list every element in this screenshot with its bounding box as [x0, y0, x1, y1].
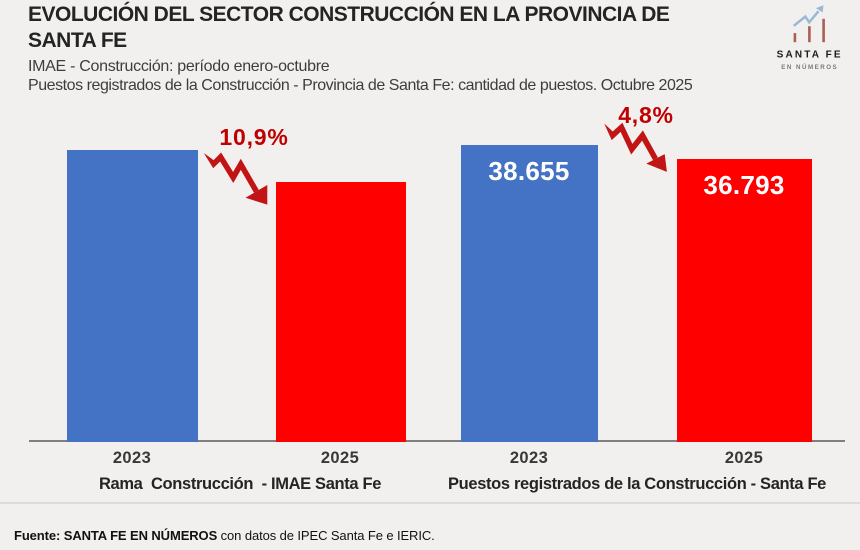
- svg-text:SANTA FE: SANTA FE: [777, 49, 843, 60]
- svg-text:EN NÚMEROS: EN NÚMEROS: [781, 64, 838, 71]
